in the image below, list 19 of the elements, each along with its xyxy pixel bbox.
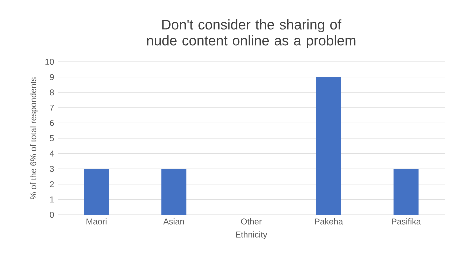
y-tick-label: 8 [50,90,54,96]
y-tick-label: 9 [50,74,54,80]
x-tick-label: Asian [164,218,184,225]
y-tick-label: 1 [50,196,54,203]
y-tick-label: 10 [46,59,54,65]
y-tick-label: 2 [50,181,54,188]
x-tick-label: Pākehā [315,218,344,225]
y-tick-label: 0 [50,212,54,218]
y-tick-label: 7 [50,104,54,111]
y-tick-label: 3 [50,166,54,172]
y-tick-label: 4 [50,150,54,157]
x-tick-label: Māori [86,218,107,225]
x-tick-label: Other [241,218,262,225]
y-axis-title: % of the 6% of total respondents [30,78,38,200]
y-tick-label: 5 [50,136,54,142]
y-tick-label: 6 [50,120,54,126]
x-tick-label: Pasifika [392,218,422,225]
chart-title: Don't consider the sharing of nude content online as a problem [147,20,356,48]
x-axis-title: Ethnicity [236,232,268,240]
